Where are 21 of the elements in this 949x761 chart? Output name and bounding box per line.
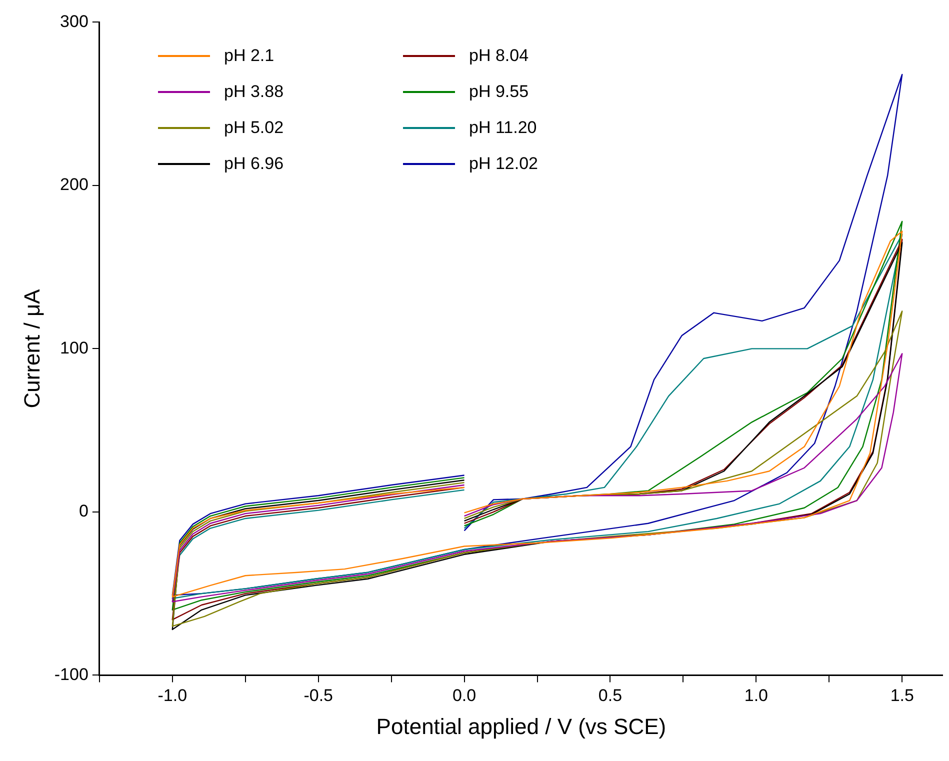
legend-label: pH 9.55 (469, 82, 529, 102)
legend-label: pH 3.88 (224, 82, 284, 102)
x-tick-label: -1.0 (158, 686, 188, 706)
y-tick-label: 0 (78, 502, 88, 521)
y-tick-label: 300 (60, 12, 88, 31)
x-axis-title: Potential applied / V (vs SCE) (376, 714, 666, 739)
legend-label: pH 11.20 (469, 118, 537, 138)
y-tick-label: -100 (54, 664, 88, 684)
x-tick-label: -0.5 (304, 686, 333, 706)
legend-label: pH 5.02 (224, 118, 284, 138)
legend-label: pH 6.96 (224, 154, 284, 174)
legend-label: pH 12.02 (469, 154, 538, 174)
legend-label: pH 2.1 (224, 46, 274, 66)
x-tick-label: 1.5 (890, 686, 914, 706)
legend-label: pH 8.04 (469, 46, 529, 66)
x-tick-label: 0.5 (598, 686, 622, 706)
y-axis-title: Current / μA (19, 288, 44, 408)
x-tick-label: 1.0 (744, 686, 768, 706)
y-tick-label: 200 (60, 175, 88, 194)
x-tick-label: 0.0 (452, 686, 476, 706)
y-tick-label: 100 (60, 338, 88, 358)
